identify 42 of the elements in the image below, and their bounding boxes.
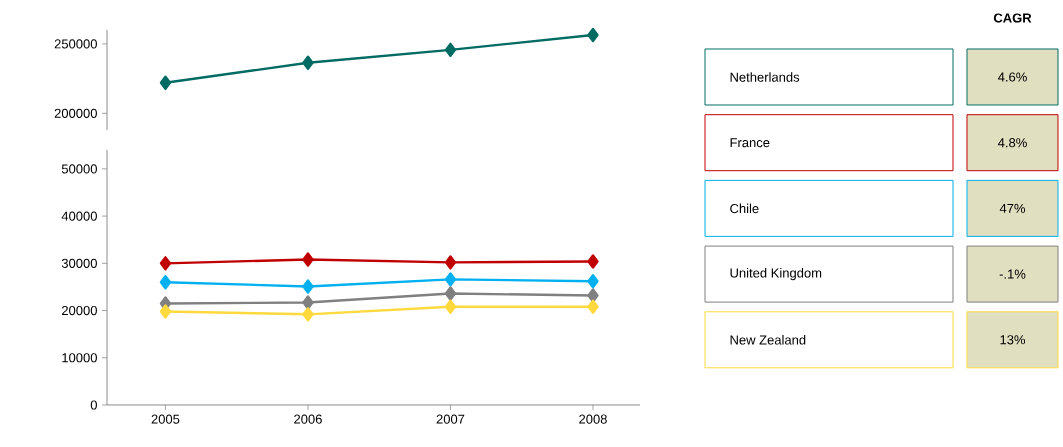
y-tick-label: 20000 xyxy=(61,305,97,316)
point xyxy=(302,307,314,322)
text: 13% xyxy=(1000,335,1026,345)
y-tick-label: 200000 xyxy=(54,108,97,118)
point xyxy=(587,254,599,269)
point xyxy=(444,272,457,287)
point xyxy=(587,274,599,289)
point xyxy=(159,75,172,90)
y-tick-label: 10000 xyxy=(62,353,97,363)
text: -.1% xyxy=(999,269,1026,279)
text: 4.6% xyxy=(997,72,1027,82)
point xyxy=(587,288,599,303)
x-tick-label: 2006 xyxy=(294,414,322,424)
x-tick-label: 2007 xyxy=(436,414,465,424)
text: Chile xyxy=(730,203,759,214)
x-tick-label: 2005 xyxy=(151,414,180,424)
text: 47% xyxy=(999,203,1026,213)
x-tick-label: 2008 xyxy=(579,414,607,424)
text: United Kingdom xyxy=(730,268,822,281)
point xyxy=(587,27,599,43)
point xyxy=(159,275,172,290)
text: CAGR xyxy=(993,13,1032,23)
text: Netherlands xyxy=(730,72,800,82)
point xyxy=(159,256,172,271)
point xyxy=(302,295,314,310)
y-tick-label: 0 xyxy=(90,400,97,410)
y-tick-label: 250000 xyxy=(54,39,97,49)
text: New Zealand xyxy=(730,335,806,345)
text: France xyxy=(730,138,770,148)
point xyxy=(444,42,457,58)
y-tick-label: 40000 xyxy=(61,211,97,221)
point xyxy=(302,279,314,294)
text: 4.8% xyxy=(997,138,1027,148)
point xyxy=(444,255,457,270)
y-tick-label: 50000 xyxy=(61,164,97,174)
point xyxy=(587,299,599,314)
y-tick-label: 30000 xyxy=(61,258,97,268)
point xyxy=(302,55,314,70)
point xyxy=(159,304,172,319)
point xyxy=(444,299,457,314)
point xyxy=(444,286,457,301)
point xyxy=(302,252,314,267)
